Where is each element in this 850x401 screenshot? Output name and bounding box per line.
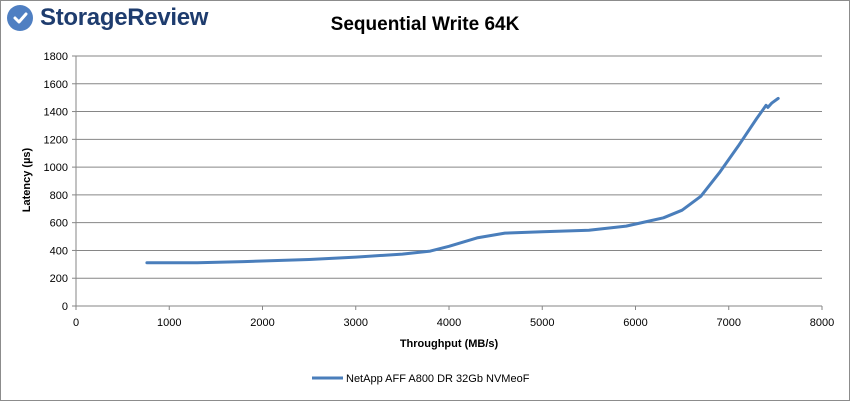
y-tick-label: 1200 bbox=[44, 134, 68, 146]
y-axis-title: Latency (µs) bbox=[21, 147, 33, 212]
chart-title: Sequential Write 64K bbox=[330, 14, 520, 35]
y-tick-label: 1000 bbox=[44, 162, 68, 174]
y-tick-label: 1400 bbox=[44, 107, 68, 119]
y-tick-label: 800 bbox=[50, 190, 68, 202]
x-tick-label: 7000 bbox=[717, 317, 741, 329]
y-tick-label: 0 bbox=[62, 301, 68, 313]
series-lines bbox=[145, 96, 780, 265]
x-tick-label: 8000 bbox=[810, 317, 834, 329]
x-tick-label: 5000 bbox=[530, 317, 554, 329]
brand-name: StorageReview bbox=[40, 4, 209, 31]
x-axis-title: Throughput (MB/s) bbox=[400, 338, 499, 350]
x-tick-label: 2000 bbox=[250, 317, 274, 329]
storagereview-logo: StorageReview bbox=[6, 4, 208, 32]
y-tick-label: 600 bbox=[50, 218, 68, 230]
x-tick-label: 4000 bbox=[437, 317, 461, 329]
y-tick-label: 1600 bbox=[44, 79, 68, 91]
y-tick-label: 1800 bbox=[44, 51, 68, 63]
x-tick-label: 6000 bbox=[623, 317, 647, 329]
legend: NetApp AFF A800 DR 32Gb NVMeoF bbox=[312, 373, 530, 385]
legend-label: NetApp AFF A800 DR 32Gb NVMeoF bbox=[346, 373, 530, 385]
series-line bbox=[145, 96, 780, 265]
x-tick-labels: 0 1000 2000 3000 4000 5000 6000 7000 8000 bbox=[73, 317, 834, 329]
storagereview-logo-icon bbox=[7, 5, 33, 31]
y-tick-label: 200 bbox=[50, 273, 68, 285]
x-tick-label: 0 bbox=[73, 317, 79, 329]
x-tick-label: 3000 bbox=[344, 317, 368, 329]
gridlines bbox=[76, 55, 822, 279]
x-tick-label: 1000 bbox=[157, 317, 181, 329]
axes bbox=[72, 55, 823, 310]
y-tick-labels: 0 200 400 600 800 1000 1200 1400 1600 1800 bbox=[44, 51, 68, 313]
y-tick-label: 400 bbox=[50, 245, 68, 257]
